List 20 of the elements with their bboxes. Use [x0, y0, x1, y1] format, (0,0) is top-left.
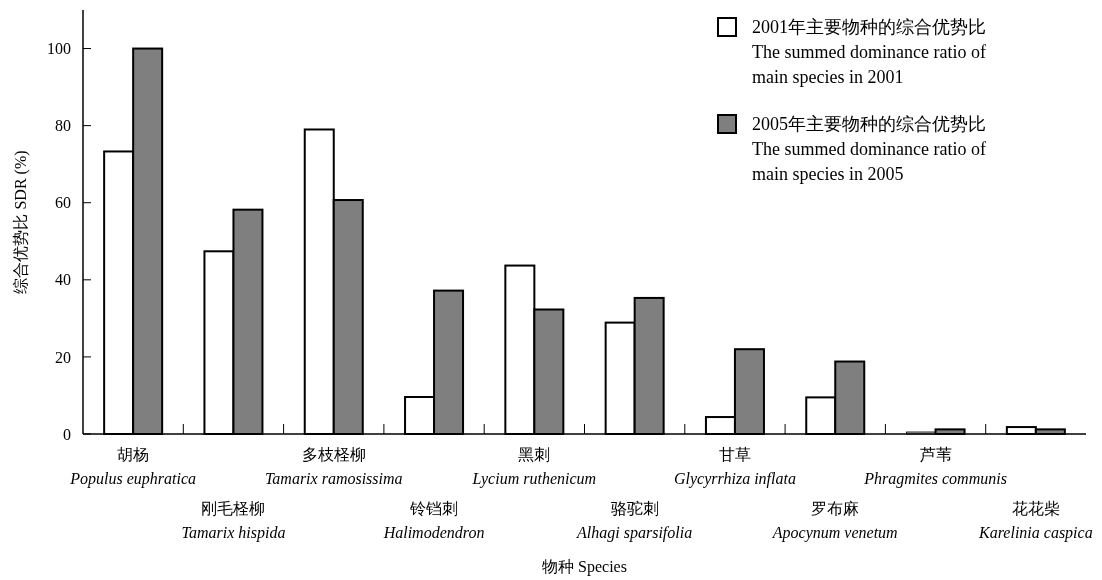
- y-tick-label: 20: [55, 348, 71, 366]
- y-tick-label: 0: [63, 425, 71, 443]
- y-tick-label: 40: [55, 271, 71, 289]
- x-axis-title: 物种 Species: [542, 558, 627, 576]
- x-tick-label: 骆驼刺 Alhagi sparsifolia: [576, 500, 693, 542]
- x-tick-label: 黑刺 Lycium ruthenicum: [471, 446, 597, 488]
- x-tick-label: 多枝柽柳 Tamarix ramosissima: [264, 446, 403, 487]
- legend-label: 2005年主要物种的综合优势比 The summed dominance ratio of main species in 2005: [752, 114, 986, 184]
- y-tick-label: 80: [55, 117, 71, 135]
- x-tick-label: 刚毛柽柳 Tamarix hispida: [181, 500, 286, 542]
- x-tick-label: 花花柴 Karelinia caspica: [978, 500, 1093, 542]
- x-tick-label: 胡杨 Populus euphratica: [69, 446, 197, 488]
- legend-label: 2001年主要物种的综合优势比 The summed dominance ratio of main species in 2001: [752, 17, 986, 87]
- x-tick-label: 铃铛刺 Halimodendron: [382, 500, 485, 541]
- y-tick-label: 60: [55, 194, 71, 212]
- y-axis-title: 综合优势比 SDR (%): [12, 150, 30, 294]
- x-tick-label: 罗布麻 Apocynum venetum: [771, 500, 898, 542]
- y-tick-label: 100: [47, 40, 71, 58]
- x-tick-label: 芦苇 Phragmites communis: [863, 446, 1007, 488]
- x-tick-label: 甘草 Glycyrrhiza inflata: [673, 446, 796, 488]
